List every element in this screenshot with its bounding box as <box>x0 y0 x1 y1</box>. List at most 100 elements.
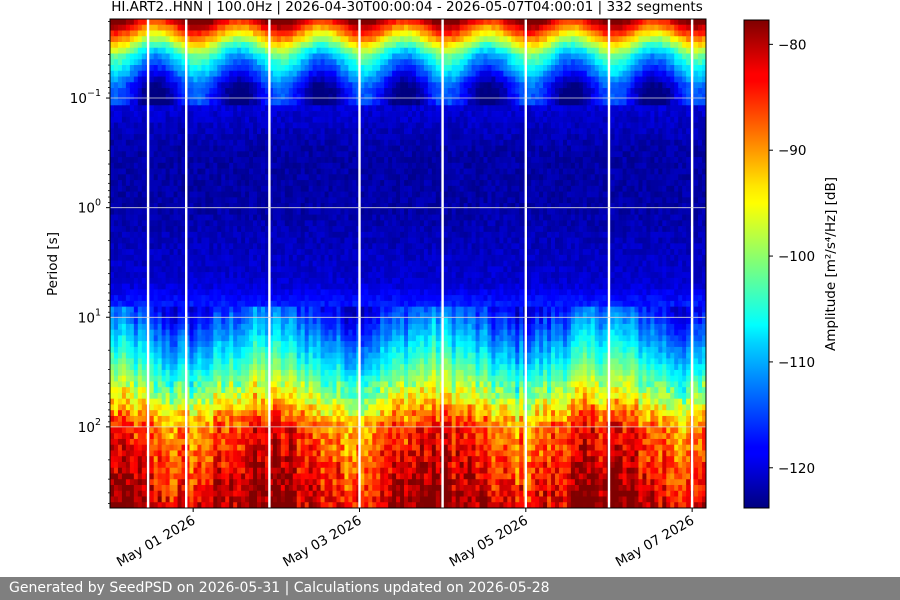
heatmap-cell <box>694 145 699 152</box>
heatmap-cell <box>117 19 123 26</box>
heatmap-cell <box>110 24 115 31</box>
heatmap-cell <box>173 208 178 215</box>
heatmap-cell <box>257 47 262 54</box>
heatmap-cell <box>336 42 341 49</box>
heatmap-cell <box>447 88 453 95</box>
heatmap-cell <box>117 157 123 164</box>
heatmap-cell <box>662 111 667 118</box>
heatmap-cell <box>364 105 369 112</box>
heatmap-cell <box>217 24 222 31</box>
heatmap-cell <box>582 105 588 112</box>
heatmap-cell <box>376 162 381 169</box>
heatmap-cell <box>205 185 210 192</box>
heatmap-cell <box>260 139 266 146</box>
heatmap-cell <box>189 203 194 210</box>
heatmap-cell <box>415 174 421 181</box>
heatmap-cell <box>344 134 349 141</box>
heatmap-cell <box>495 116 500 123</box>
heatmap-cell <box>177 65 182 72</box>
heatmap-cell <box>368 139 373 146</box>
heatmap-cell <box>654 122 659 129</box>
heatmap-cell <box>260 36 266 43</box>
heatmap-cell <box>527 82 532 89</box>
heatmap-cell <box>586 47 592 54</box>
heatmap-cell <box>467 134 472 141</box>
heatmap-cell <box>491 99 496 106</box>
heatmap-cell <box>197 128 202 135</box>
heatmap-cell <box>340 116 345 123</box>
heatmap-cell <box>515 24 520 31</box>
heatmap-cell <box>300 185 306 192</box>
heatmap-cell <box>511 162 516 169</box>
heatmap-cell <box>213 134 218 141</box>
heatmap-cell <box>487 185 492 192</box>
heatmap-cell <box>117 145 123 152</box>
heatmap-cell <box>511 99 516 106</box>
heatmap-cell <box>121 122 127 129</box>
heatmap-cell <box>678 174 683 181</box>
heatmap-cell <box>137 59 143 66</box>
heatmap-cell <box>475 65 480 72</box>
heatmap-cell <box>249 134 254 141</box>
heatmap-cell <box>415 93 421 100</box>
heatmap-cell <box>161 145 167 152</box>
heatmap-cell <box>125 30 131 37</box>
heatmap-cell <box>241 151 246 158</box>
heatmap-cell <box>110 122 115 129</box>
heatmap-cell <box>626 128 631 135</box>
heatmap-cell <box>702 185 707 192</box>
heatmap-cell <box>372 93 377 100</box>
heatmap-cell <box>547 93 552 100</box>
heatmap-cell <box>686 42 691 49</box>
heatmap-cell <box>622 203 627 210</box>
heatmap-cell <box>622 180 627 187</box>
heatmap-cell <box>511 116 516 123</box>
heatmap-cell <box>316 88 321 95</box>
heatmap-cell <box>388 122 393 129</box>
heatmap-cell <box>535 76 540 83</box>
heatmap-cell <box>292 42 298 49</box>
heatmap-cell <box>177 105 182 112</box>
heatmap-cell <box>487 111 492 118</box>
heatmap-cell <box>555 174 560 181</box>
heatmap-cell <box>288 162 294 169</box>
heatmap-cell <box>376 122 381 129</box>
heatmap-cell <box>618 82 623 89</box>
heatmap-cell <box>531 116 536 123</box>
heatmap-cell <box>312 111 318 118</box>
heatmap-cell <box>618 42 623 49</box>
heatmap-cell <box>547 19 552 26</box>
heatmap-cell <box>213 116 218 123</box>
heatmap-cell <box>674 42 679 49</box>
heatmap-cell <box>201 168 206 175</box>
heatmap-cell <box>225 19 230 26</box>
heatmap-cell <box>471 203 476 210</box>
heatmap-cell <box>280 53 286 60</box>
heatmap-cell <box>427 53 433 60</box>
heatmap-cell <box>201 65 206 72</box>
heatmap-cell <box>344 105 349 112</box>
heatmap-cell <box>121 59 127 66</box>
heatmap-cell <box>487 36 492 43</box>
heatmap-cell <box>610 151 616 158</box>
heatmap-cell <box>249 105 254 112</box>
heatmap-cell <box>574 191 580 198</box>
heatmap-cell <box>551 151 556 158</box>
heatmap-cell <box>332 185 337 192</box>
heatmap-cell <box>539 151 544 158</box>
heatmap-cell <box>582 53 588 60</box>
heatmap-cell <box>110 134 115 141</box>
heatmap-cell <box>582 36 588 43</box>
heatmap-cell <box>161 53 167 60</box>
heatmap-cell <box>578 105 584 112</box>
heatmap-cell <box>137 191 143 198</box>
heatmap-cell <box>340 197 345 204</box>
heatmap-cell <box>479 185 484 192</box>
heatmap-cell <box>360 116 365 123</box>
heatmap-cell <box>316 145 321 152</box>
heatmap-cell <box>666 24 671 31</box>
heatmap-cell <box>121 42 127 49</box>
heatmap-cell <box>225 168 230 175</box>
heatmap-cell <box>125 70 131 77</box>
heatmap-cell <box>551 42 556 49</box>
